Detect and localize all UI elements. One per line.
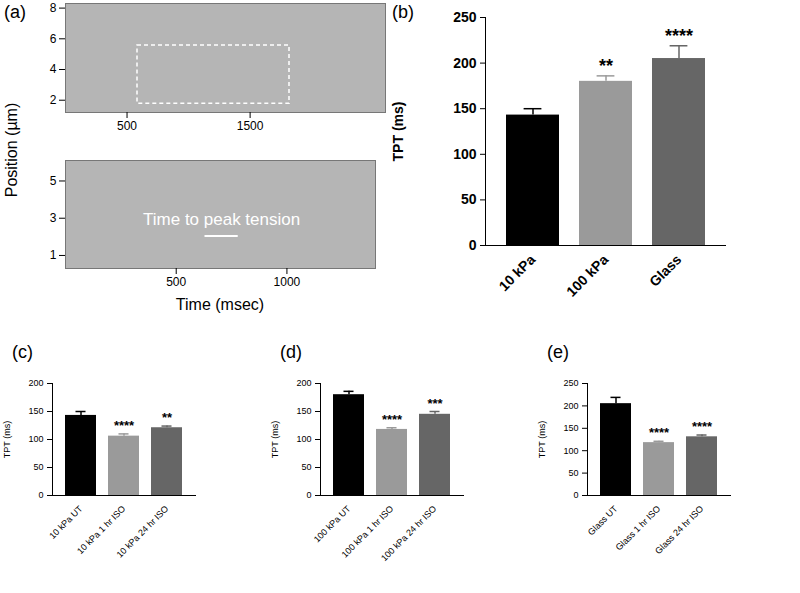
svg-text:TPT (ms): TPT (ms) bbox=[390, 102, 406, 162]
html-text:(a): (a) bbox=[4, 2, 26, 22]
svg-text:1500: 1500 bbox=[237, 119, 264, 133]
svg-text:100 kPa: 100 kPa bbox=[563, 251, 611, 299]
svg-text:4: 4 bbox=[50, 62, 57, 76]
svg-text:8: 8 bbox=[50, 1, 57, 15]
svg-text:10 kPa 24 hr ISO: 10 kPa 24 hr ISO bbox=[115, 504, 171, 560]
html-text:(c): (c) bbox=[12, 342, 33, 362]
svg-text:**: ** bbox=[162, 410, 173, 425]
svg-text:***: *** bbox=[427, 396, 443, 411]
svg-text:250: 250 bbox=[453, 9, 477, 25]
svg-text:10 kPa: 10 kPa bbox=[496, 251, 539, 294]
svg-text:100: 100 bbox=[453, 146, 477, 162]
svg-text:****: **** bbox=[649, 425, 670, 440]
svg-text:1000: 1000 bbox=[274, 275, 301, 289]
svg-text:****: **** bbox=[114, 418, 135, 433]
svg-text:****: **** bbox=[665, 26, 693, 46]
svg-text:TPT (ms): TPT (ms) bbox=[2, 421, 12, 458]
svg-text:100: 100 bbox=[28, 434, 43, 444]
svg-text:1: 1 bbox=[50, 248, 57, 262]
svg-text:**: ** bbox=[599, 56, 613, 76]
svg-text:0: 0 bbox=[469, 237, 477, 253]
svg-text:Glass: Glass bbox=[646, 251, 684, 289]
svg-text:2: 2 bbox=[50, 93, 57, 107]
svg-text:6: 6 bbox=[50, 32, 57, 46]
svg-text:Glass 1 hr ISO: Glass 1 hr ISO bbox=[614, 504, 663, 553]
svg-text:200: 200 bbox=[296, 378, 311, 388]
svg-text:200: 200 bbox=[563, 401, 578, 411]
svg-text:50: 50 bbox=[33, 462, 43, 472]
svg-text:****: **** bbox=[382, 412, 403, 427]
svg-text:TPT (ms): TPT (ms) bbox=[537, 421, 547, 458]
svg-text:10 kPa UT: 10 kPa UT bbox=[47, 503, 84, 540]
svg-text:100 kPa 1 hr ISO: 100 kPa 1 hr ISO bbox=[339, 503, 396, 560]
svg-text:0: 0 bbox=[306, 490, 311, 500]
html-text:Time (msec): Time (msec) bbox=[175, 296, 265, 313]
svg-text:Time to peak tension: Time to peak tension bbox=[143, 210, 300, 229]
svg-text:50: 50 bbox=[461, 191, 477, 207]
svg-text:500: 500 bbox=[166, 275, 186, 289]
svg-text:****: **** bbox=[692, 419, 713, 434]
svg-text:100: 100 bbox=[296, 434, 311, 444]
svg-text:150: 150 bbox=[28, 406, 43, 416]
svg-text:100 kPa 24 hr ISO: 100 kPa 24 hr ISO bbox=[379, 504, 438, 563]
svg-text:Glass UT: Glass UT bbox=[586, 503, 620, 537]
svg-text:200: 200 bbox=[453, 55, 477, 71]
svg-text:Glass 24 hr ISO: Glass 24 hr ISO bbox=[653, 504, 705, 556]
html-text:Position (µm): Position (µm) bbox=[3, 102, 20, 198]
svg-text:200: 200 bbox=[28, 378, 43, 388]
svg-text:10 kPa 1 hr ISO: 10 kPa 1 hr ISO bbox=[75, 503, 128, 557]
svg-text:100: 100 bbox=[563, 446, 578, 456]
svg-text:250: 250 bbox=[563, 378, 578, 388]
svg-text:150: 150 bbox=[453, 100, 477, 116]
svg-text:0: 0 bbox=[573, 490, 578, 500]
svg-text:3: 3 bbox=[50, 211, 57, 225]
svg-text:50: 50 bbox=[301, 462, 311, 472]
svg-text:100 kPa UT: 100 kPa UT bbox=[312, 503, 353, 544]
svg-text:150: 150 bbox=[296, 406, 311, 416]
html-text:(b): (b) bbox=[392, 2, 414, 22]
svg-text:5: 5 bbox=[50, 174, 57, 188]
svg-text:0: 0 bbox=[38, 490, 43, 500]
html-text:(e): (e) bbox=[547, 342, 569, 362]
html-text:(d): (d) bbox=[280, 342, 302, 362]
svg-text:50: 50 bbox=[568, 468, 578, 478]
svg-text:TPT (ms): TPT (ms) bbox=[270, 421, 280, 458]
svg-text:500: 500 bbox=[117, 119, 137, 133]
svg-text:150: 150 bbox=[563, 423, 578, 433]
